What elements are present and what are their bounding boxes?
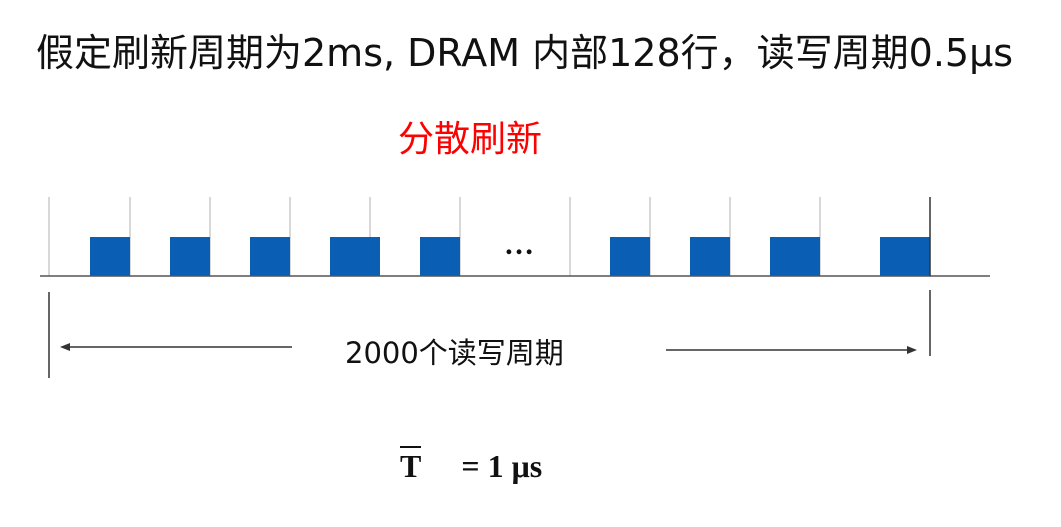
average-period-formula: T = 1 μs	[400, 446, 542, 485]
refresh-block	[330, 237, 380, 276]
refresh-block	[880, 237, 930, 276]
right-arrow	[666, 346, 917, 354]
formula-equation: = 1 μs	[461, 448, 543, 484]
refresh-block	[170, 237, 210, 276]
refresh-block	[250, 237, 290, 276]
t-bar-symbol: T	[400, 446, 422, 484]
left-arrow	[60, 343, 292, 351]
span-label: 2000个读写周期	[345, 336, 564, 370]
continuation-ellipsis: …	[504, 228, 536, 261]
refresh-block	[690, 237, 730, 276]
refresh-block	[420, 237, 460, 276]
method-heading: 分散刷新	[398, 119, 543, 160]
slide-title: 假定刷新周期为2ms, DRAM 内部128行，读写周期0.5μs	[36, 31, 1014, 75]
refresh-block	[770, 237, 820, 276]
refresh-block	[610, 237, 650, 276]
refresh-block	[90, 237, 130, 276]
